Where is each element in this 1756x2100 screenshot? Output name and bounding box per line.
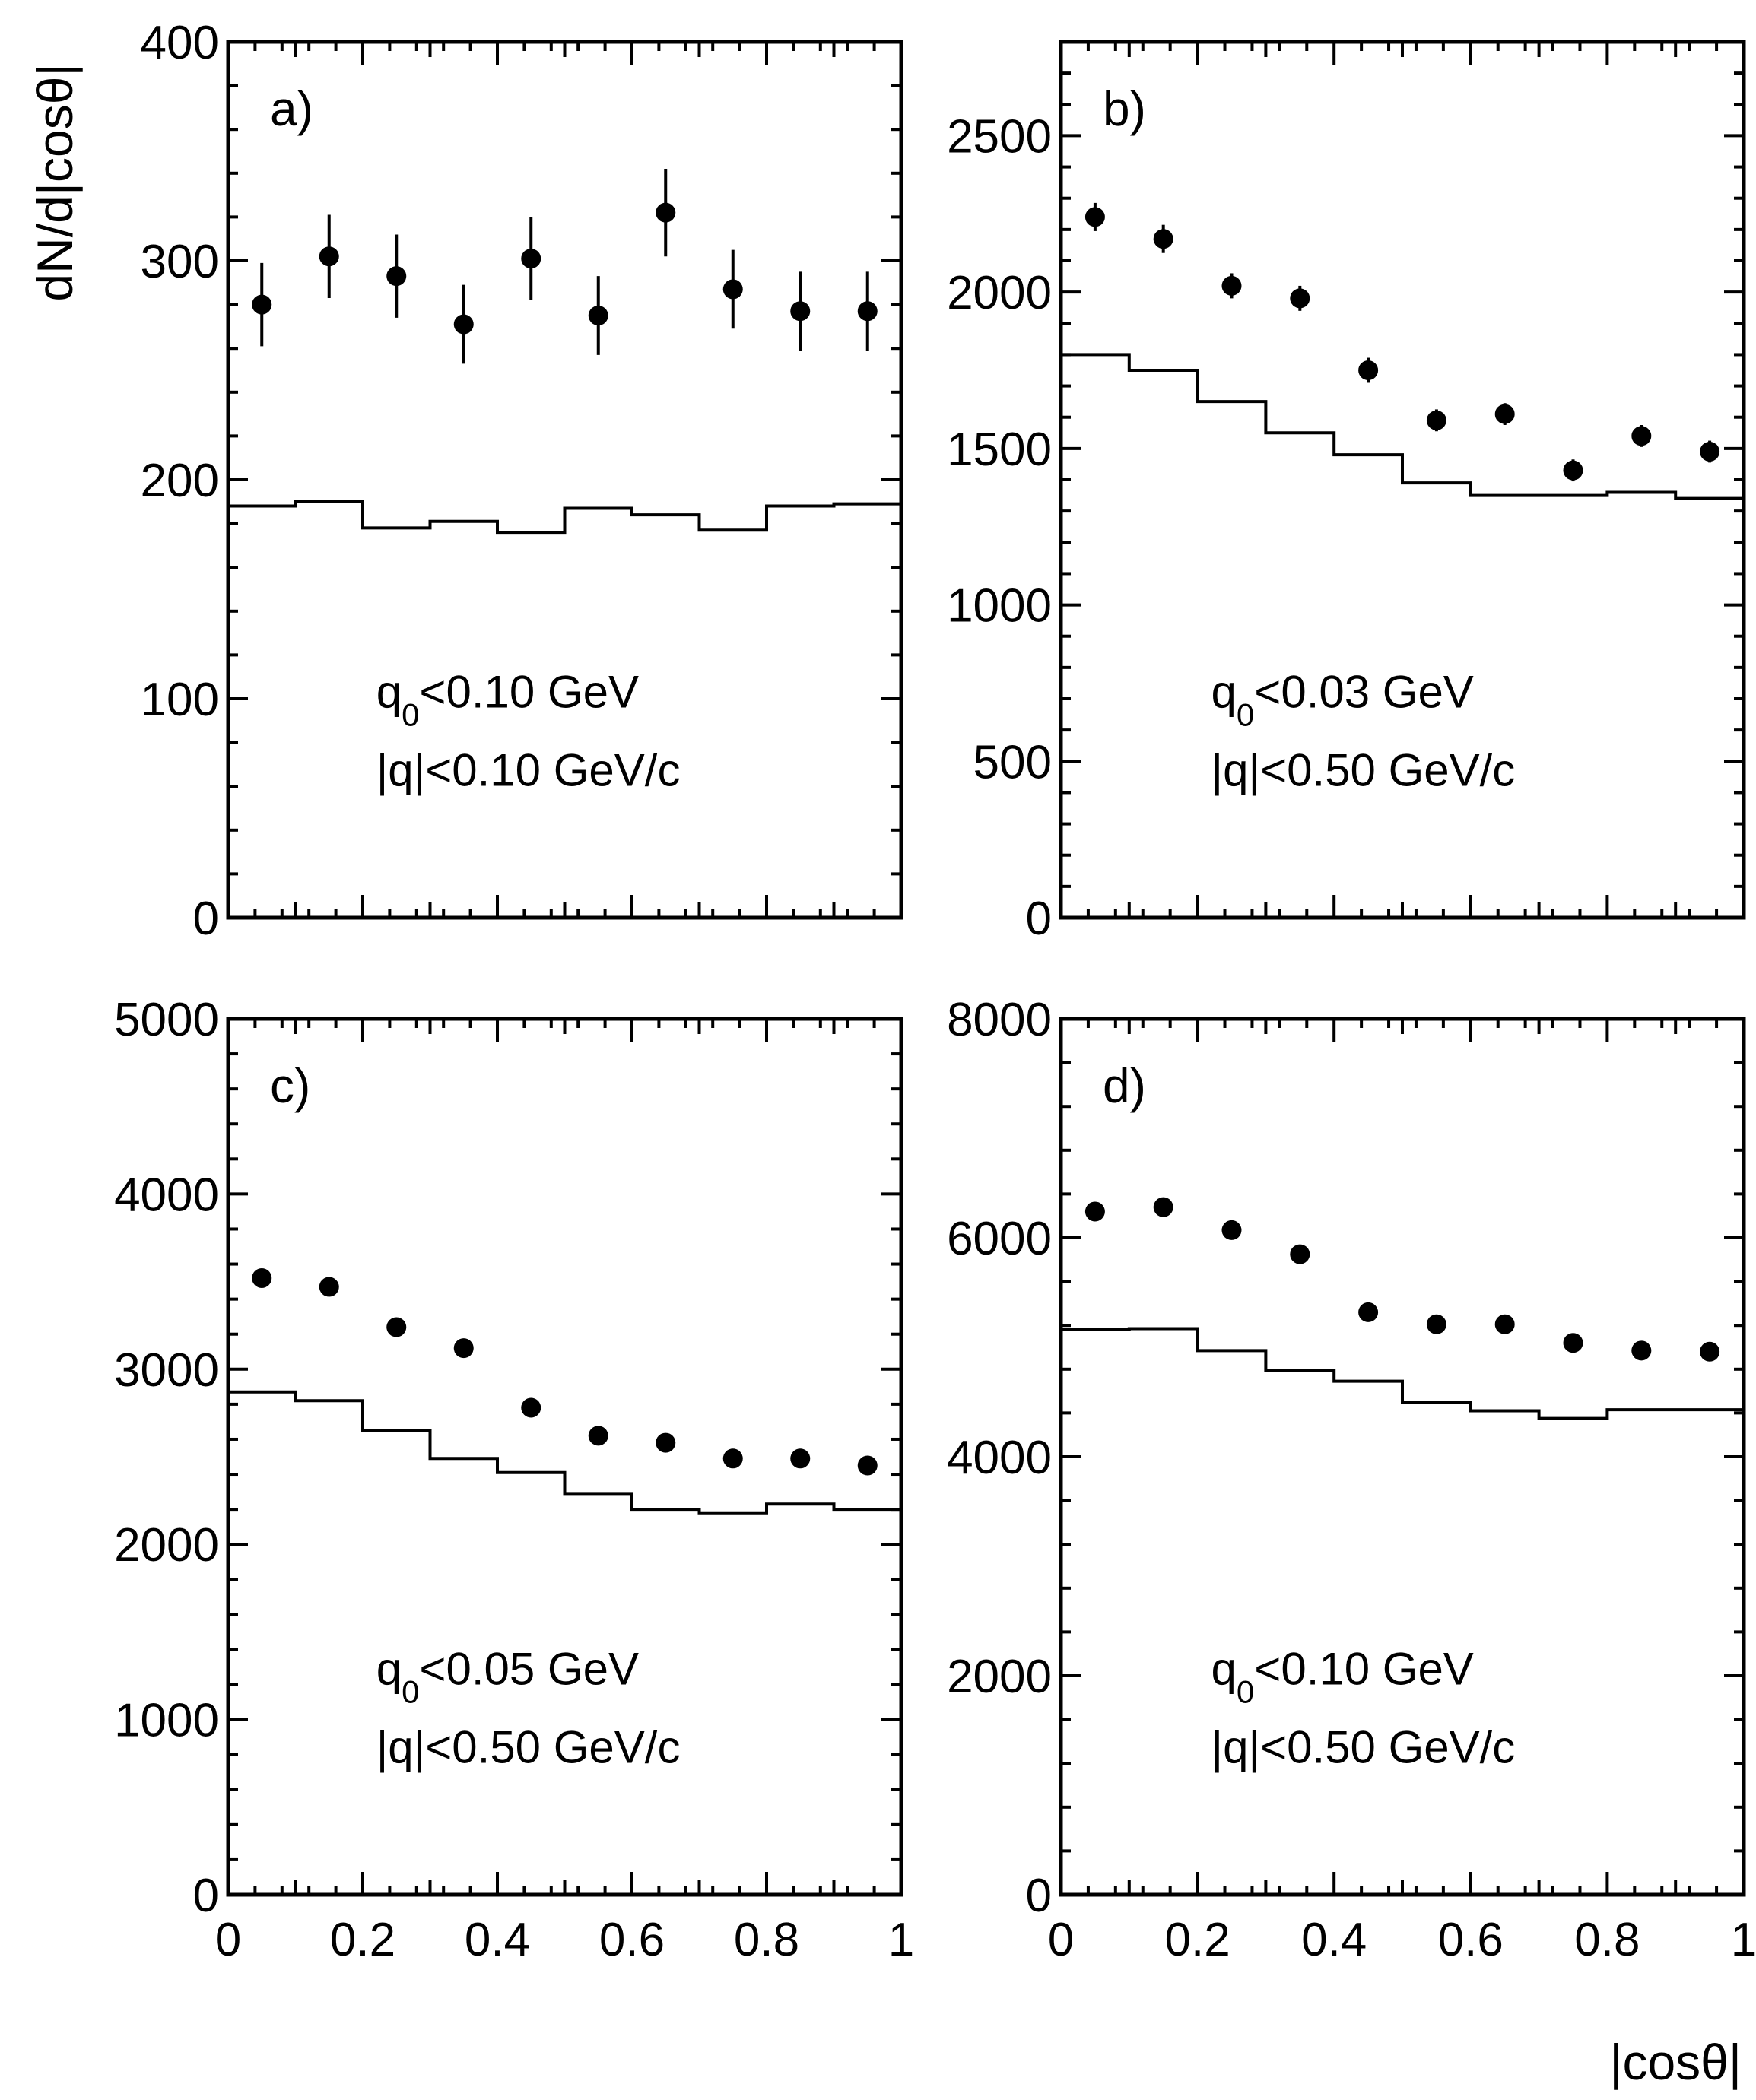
- x-axis-label: |cosθ|: [1609, 2034, 1742, 2090]
- cut-annotation-2: |q|<0.50 GeV/c: [1211, 745, 1516, 796]
- y-tick-label: 0: [1026, 1870, 1052, 1922]
- y-tick-label: 100: [141, 674, 219, 726]
- x-tick-label: 0.8: [1574, 1914, 1640, 1966]
- data-point: [790, 1448, 811, 1469]
- data-point: [1494, 404, 1515, 424]
- data-point: [1084, 207, 1105, 227]
- data-point: [857, 1455, 878, 1476]
- y-tick-label: 6000: [947, 1213, 1052, 1265]
- y-tick-label: 300: [141, 236, 219, 288]
- data-point: [1426, 1314, 1446, 1334]
- x-tick-label: 0.2: [330, 1914, 395, 1966]
- y-tick-label: 1000: [114, 1695, 219, 1747]
- data-point: [1153, 1197, 1173, 1217]
- cut-annotation-2: |q|<0.50 GeV/c: [376, 1722, 681, 1773]
- data-point: [1084, 1201, 1105, 1222]
- cut-annotation-1: q0<0.05 GeV: [376, 1644, 639, 1710]
- data-point: [386, 1317, 407, 1337]
- data-point: [1563, 460, 1583, 481]
- data-point: [319, 1277, 339, 1297]
- chart-panel-1: 0 100 200 300 400 a) q0<0.10 GeV |q|<0.10 GeV/c: [141, 17, 903, 945]
- x-tick-label: 1: [888, 1914, 914, 1966]
- panel-label: b): [1103, 81, 1146, 136]
- x-tick-label: 1: [1731, 1914, 1756, 1966]
- data-point: [857, 301, 878, 322]
- data-point: [1563, 1333, 1583, 1353]
- data-point: [588, 306, 608, 325]
- data-point: [588, 1426, 608, 1446]
- data-point: [1426, 410, 1446, 430]
- chart-panel-3: 0 1000 2000 3000 4000 5000 0 0.2 0.4 0.6 0.8 1 c) q0<…: [114, 994, 914, 1966]
- data-point: [1358, 1302, 1379, 1322]
- data-point: [1153, 229, 1173, 249]
- y-tick-label: 5000: [114, 994, 219, 1046]
- data-point: [386, 266, 407, 287]
- data-point: [656, 1432, 676, 1453]
- y-tick-label: 200: [141, 455, 219, 507]
- x-tick-label: 0: [215, 1914, 241, 1966]
- x-tick-label: 0.2: [1164, 1914, 1230, 1966]
- data-point: [252, 294, 272, 315]
- y-axis-label: dN/d|cosθ|: [27, 63, 83, 301]
- y-tick-label: 2500: [947, 110, 1052, 163]
- x-tick-label: 0.8: [734, 1914, 799, 1966]
- data-point: [1700, 441, 1720, 462]
- x-tick-label: 0.4: [1301, 1914, 1367, 1966]
- x-tick-label: 0.4: [465, 1914, 530, 1966]
- y-tick-label: 0: [193, 893, 219, 945]
- data-point: [521, 249, 541, 269]
- data-point: [722, 1448, 743, 1469]
- y-tick-label: 500: [973, 736, 1052, 788]
- y-tick-label: 400: [141, 17, 219, 69]
- y-tick-label: 3000: [114, 1344, 219, 1397]
- data-point: [521, 1397, 541, 1418]
- data-point: [1290, 1244, 1310, 1264]
- data-point: [1700, 1341, 1720, 1362]
- data-point: [656, 202, 676, 223]
- data-point: [1358, 360, 1379, 380]
- y-tick-label: 2000: [114, 1519, 219, 1572]
- y-tick-label: 0: [193, 1870, 219, 1922]
- chart-panel-2: 0 500 1000 1500 2000 2500 b) q0<0.03 GeV |q|<0.5…: [947, 40, 1746, 945]
- mc-histogram-line: [1061, 353, 1744, 500]
- x-tick-label: 0.6: [1438, 1914, 1504, 1966]
- cut-annotation-2: |q|<0.10 GeV/c: [376, 745, 681, 796]
- y-tick-label: 2000: [947, 267, 1052, 319]
- y-tick-label: 0: [1026, 893, 1052, 945]
- data-point: [1631, 1340, 1652, 1361]
- data-point: [1631, 426, 1652, 446]
- y-tick-label: 1000: [947, 580, 1052, 633]
- chart-panel-4: 0 2000 4000 6000 8000 0 0.2 0.4 0.6 0.8 1 d) q0<0.10…: [947, 994, 1756, 1966]
- y-tick-label: 4000: [947, 1432, 1052, 1484]
- y-tick-label: 1500: [947, 423, 1052, 476]
- mc-histogram-line: [1061, 1327, 1744, 1420]
- mc-histogram-line: [228, 1390, 901, 1515]
- mc-histogram-line: [228, 500, 901, 535]
- data-point: [1221, 1220, 1242, 1240]
- data-point: [453, 314, 474, 335]
- y-tick-label: 2000: [947, 1651, 1052, 1703]
- data-point: [1494, 1314, 1515, 1334]
- cut-annotation-1: q0<0.10 GeV: [1211, 1644, 1474, 1710]
- panel-label: a): [270, 81, 313, 136]
- data-point: [453, 1338, 474, 1359]
- x-tick-label: 0.6: [599, 1914, 665, 1966]
- panel-label: d): [1103, 1058, 1146, 1113]
- data-point: [1290, 288, 1310, 309]
- cut-annotation-1: q0<0.10 GeV: [376, 667, 639, 733]
- x-tick-label: 0: [1048, 1914, 1074, 1966]
- data-point: [790, 301, 811, 322]
- data-point: [722, 279, 743, 300]
- y-tick-label: 8000: [947, 994, 1052, 1046]
- y-tick-label: 4000: [114, 1169, 219, 1221]
- cut-annotation-1: q0<0.03 GeV: [1211, 667, 1474, 733]
- data-point: [319, 246, 339, 267]
- cut-annotation-2: |q|<0.50 GeV/c: [1211, 1722, 1516, 1773]
- data-point: [1221, 275, 1242, 296]
- panel-label: c): [270, 1058, 310, 1113]
- data-point: [252, 1267, 272, 1288]
